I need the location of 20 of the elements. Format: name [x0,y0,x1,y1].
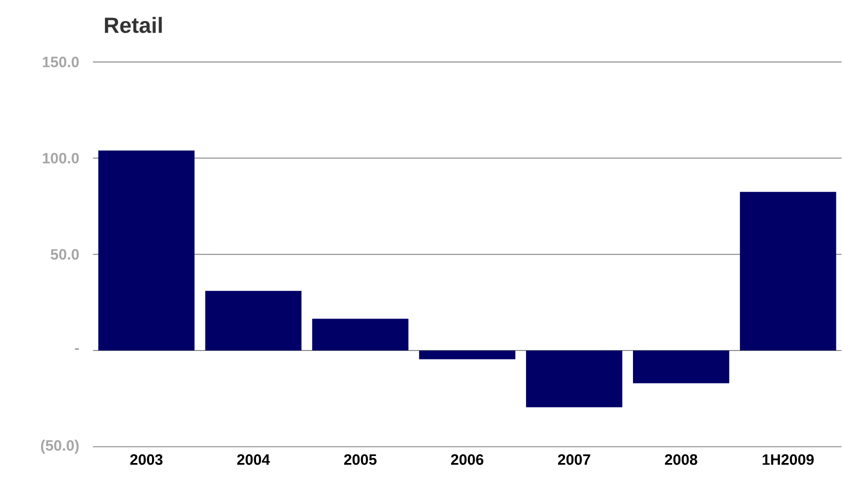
x-tick-label: 2008 [664,454,698,466]
bar [205,291,302,351]
x-tick-label: 1H2009 [762,454,814,466]
y-tick-label: 100.0 [42,152,79,164]
x-tick-label: 2006 [451,454,484,466]
bar [98,150,195,351]
bar [740,192,836,351]
y-tick-label: - [75,348,79,350]
x-tick-label: 2005 [344,454,377,466]
y-tick-label: 150.0 [42,56,79,68]
bar [526,350,622,408]
bar [632,350,730,384]
x-tick-label: 2007 [558,454,590,466]
x-tick-label: 2003 [130,454,163,466]
chart-title: Retail [104,17,162,34]
y-tick-label: 50.0 [50,249,79,260]
x-tick-label: 2004 [237,454,270,466]
bar [312,318,408,351]
y-tick-label: (50.0) [41,440,79,454]
bar [419,350,516,360]
